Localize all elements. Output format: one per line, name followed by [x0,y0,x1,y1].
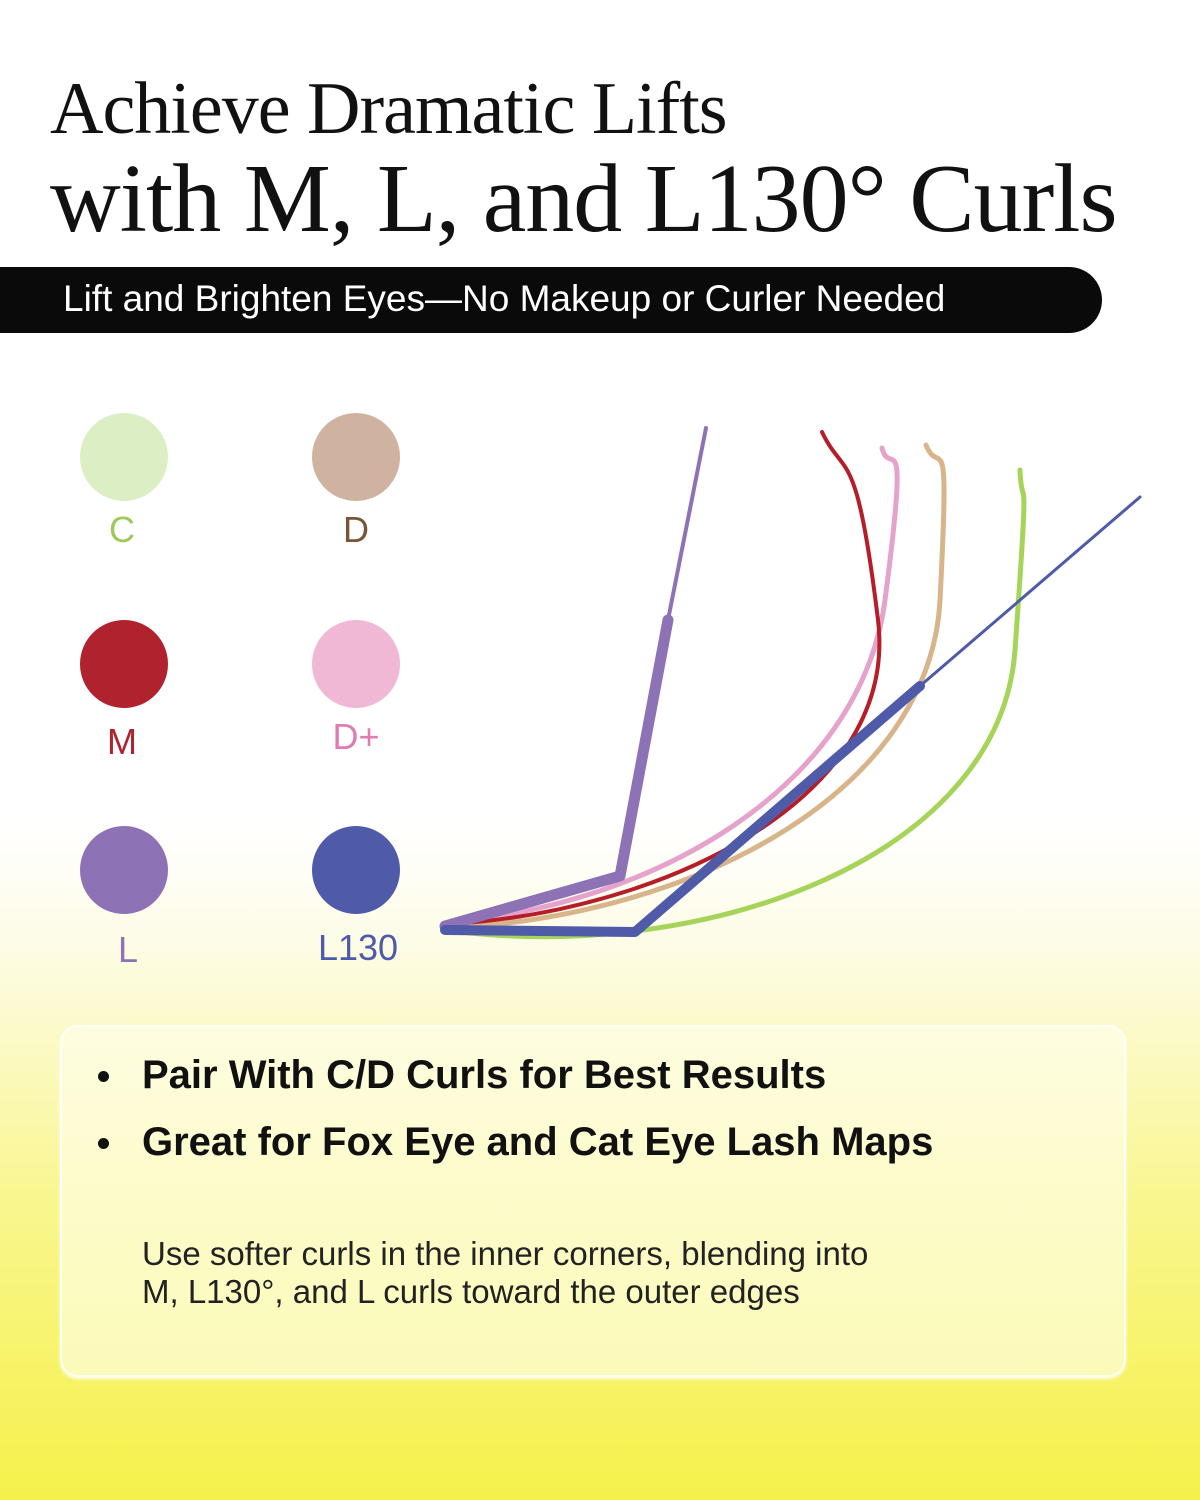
swatch-l130 [312,826,400,914]
tip-bullet-2: Great for Fox Eye and Cat Eye Lash Maps [142,1120,934,1164]
title-line-1: Achieve Dramatic Lifts [50,68,728,150]
tip-note-line-1: Use softer curls in the inner corners, b… [142,1235,869,1272]
label-l130: L130 [317,927,399,968]
swatch-d-plus [312,620,400,708]
curl-line-l130-tip [918,495,1142,688]
curl-line-l [439,614,674,932]
tip-bullet-1: Pair With C/D Curls for Best Results [142,1053,827,1097]
subtitle-text: Lift and Brighten Eyes—No Makeup or Curl… [63,278,946,319]
label-m: M [107,721,137,762]
tip-note: Use softer curls in the inner corners, b… [142,1235,868,1311]
label-d: D [343,509,369,550]
tip-note-line-2: M, L130°, and L curls toward the outer e… [142,1273,800,1310]
label-c: C [109,509,135,550]
label-d-plus: D+ [332,716,380,757]
swatch-d [312,413,400,501]
bullet-icon [98,1071,109,1082]
curl-line-l-tip [666,426,708,622]
title-line-2: with M, L, and L130° Curls [50,145,1118,253]
curl-line-l130 [440,681,925,937]
swatch-l [80,826,168,914]
label-l: L [117,929,139,970]
tips-panel: Pair With C/D Curls for Best Results Gre… [60,1025,1126,1377]
bullet-icon [98,1138,109,1149]
curl-line-d [447,442,947,931]
swatch-m [80,620,168,708]
curl-line-d-plus [447,445,900,925]
lash-curl-diagram [439,426,1142,940]
swatch-c [80,413,168,501]
curl-line-m [448,430,882,926]
subtitle-banner: Lift and Brighten Eyes—No Makeup or Curl… [0,267,1102,333]
curl-line-c [442,467,1027,940]
